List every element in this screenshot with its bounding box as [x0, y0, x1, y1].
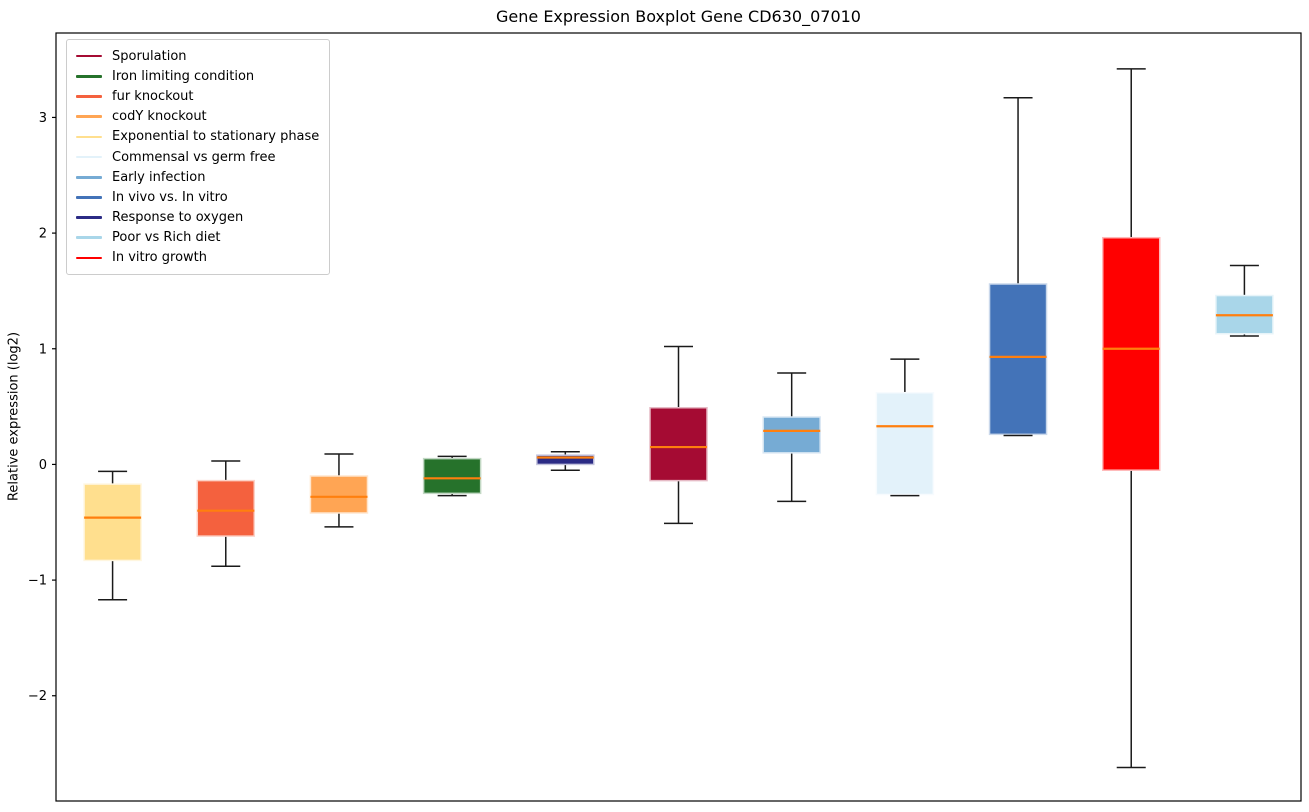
plot-area	[55, 32, 1302, 802]
legend-line-swatch	[76, 175, 102, 179]
legend-line-swatch	[76, 256, 102, 260]
box-cody-knockout	[309, 475, 369, 514]
y-tick-label: 0	[39, 458, 47, 473]
box-response-to-oxygen	[536, 454, 595, 466]
legend-label: In vitro growth	[112, 250, 207, 266]
legend: Sporulation Iron limiting condition fur kn…	[66, 39, 331, 276]
chart-title: Gene Expression Boxplot Gene CD630_07010	[496, 7, 861, 26]
legend-label: In vivo vs. In vitro	[112, 189, 228, 205]
box-in-vitro-growth	[1101, 236, 1161, 471]
legend-item-cody-knockout: codY knockout	[76, 107, 319, 127]
y-tick-label: −2	[28, 689, 47, 704]
y-tick-label: 2	[39, 227, 47, 242]
y-tick-label: −1	[28, 574, 47, 589]
legend-label: Iron limiting condition	[112, 68, 255, 84]
legend-line-swatch	[76, 236, 102, 240]
legend-line-swatch	[76, 74, 102, 78]
legend-line-swatch	[76, 216, 102, 219]
y-tick-label: 3	[39, 111, 47, 126]
box-sporulation	[649, 406, 708, 482]
legend-line-swatch	[76, 54, 102, 58]
legend-line-swatch	[76, 196, 102, 199]
legend-label: Sporulation	[112, 48, 187, 64]
legend-item-fur-knockout: fur knockout	[76, 86, 319, 106]
legend-label: codY knockout	[112, 109, 207, 125]
legend-item-commensal-vs-germ-free: Commensal vs germ free	[76, 147, 319, 167]
legend-item-in-vitro-growth: In vitro growth	[76, 248, 319, 268]
box-in-vivo-vs-in-vitro	[988, 283, 1048, 436]
box-early-infection	[762, 416, 821, 454]
legend-line-swatch	[76, 115, 102, 118]
legend-label: Commensal vs germ free	[112, 149, 276, 165]
legend-item-exponential-to-stationary-phase: Exponential to stationary phase	[76, 127, 319, 147]
legend-item-in-vivo-vs-in-vitro: In vivo vs. In vitro	[76, 187, 319, 207]
legend-item-iron-limiting-condition: Iron limiting condition	[76, 66, 319, 86]
legend-item-sporulation: Sporulation	[76, 46, 319, 66]
box-iron-limiting-condition	[422, 457, 482, 495]
box-commensal-vs-germ-free	[875, 391, 935, 496]
legend-label: Early infection	[112, 169, 206, 185]
legend-line-swatch	[76, 95, 102, 98]
box-fur-knockout	[196, 479, 256, 537]
legend-item-early-infection: Early infection	[76, 167, 319, 187]
legend-label: Response to oxygen	[112, 210, 244, 226]
box-exponential-to-stationary-phase	[83, 483, 142, 562]
legend-label: Exponential to stationary phase	[112, 129, 320, 145]
legend-line-swatch	[76, 155, 102, 159]
legend-item-response-to-oxygen: Response to oxygen	[76, 208, 319, 228]
legend-item-poor-vs-rich-diet: Poor vs Rich diet	[76, 228, 319, 248]
legend-label: Poor vs Rich diet	[112, 230, 221, 246]
y-tick-label: 1	[39, 342, 47, 357]
legend-label: fur knockout	[112, 88, 194, 104]
legend-line-swatch	[76, 135, 102, 139]
